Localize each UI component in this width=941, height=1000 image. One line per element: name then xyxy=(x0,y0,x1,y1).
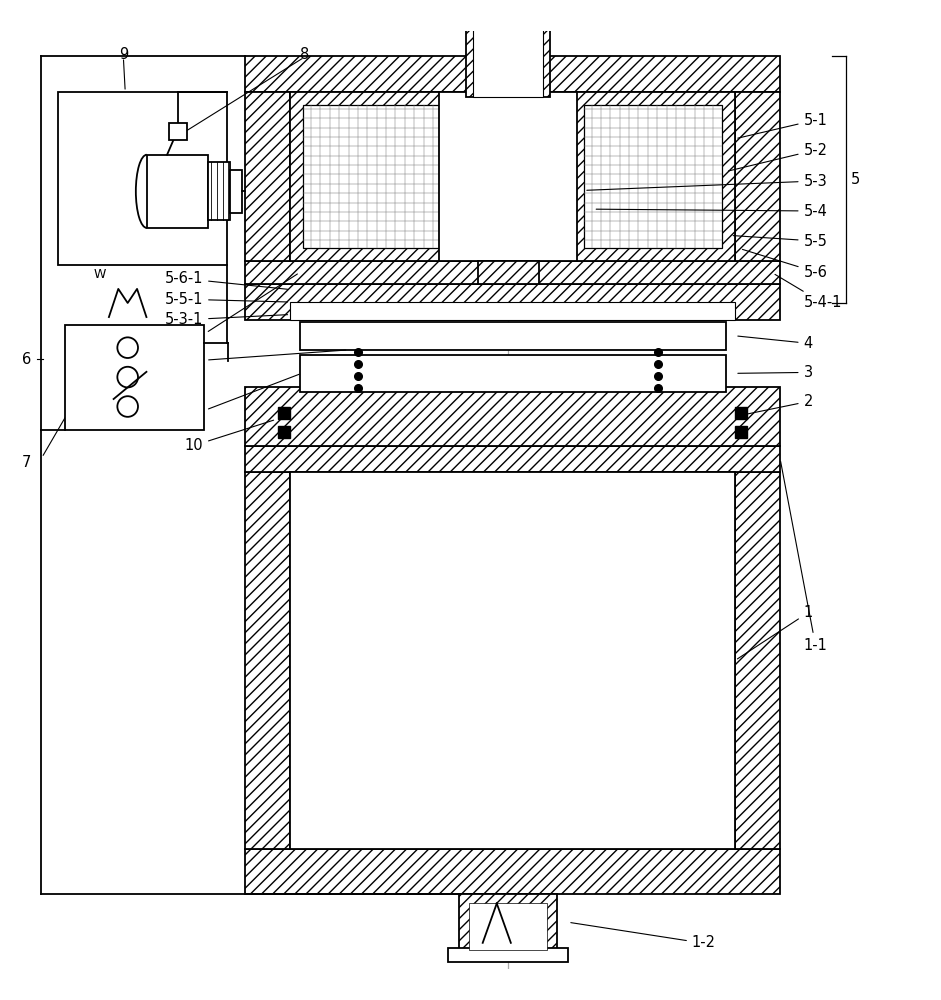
Bar xyxy=(291,472,735,849)
Bar xyxy=(459,894,557,950)
Bar xyxy=(246,56,780,92)
Text: 7: 7 xyxy=(22,455,31,470)
Text: 5-4-1: 5-4-1 xyxy=(775,274,842,310)
Bar xyxy=(469,903,548,950)
Text: 1-3: 1-3 xyxy=(180,274,297,350)
Text: 2-1: 2-1 xyxy=(179,374,299,423)
Bar xyxy=(230,170,242,213)
Bar xyxy=(147,155,208,228)
Bar xyxy=(246,92,291,261)
Text: 5: 5 xyxy=(851,172,860,187)
Text: 5-6: 5-6 xyxy=(742,249,827,280)
Bar xyxy=(57,92,227,265)
Text: 4-1: 4-1 xyxy=(179,350,345,369)
Bar xyxy=(246,446,780,472)
Bar xyxy=(473,19,543,97)
Bar xyxy=(65,325,204,430)
Text: 1-2: 1-2 xyxy=(691,935,715,950)
Bar xyxy=(534,233,571,261)
Text: 5-1: 5-1 xyxy=(738,113,827,138)
Text: 5-2: 5-2 xyxy=(728,143,827,171)
Bar xyxy=(246,849,780,894)
Bar xyxy=(466,19,550,97)
Bar xyxy=(169,123,187,140)
Text: 5-5-1: 5-5-1 xyxy=(165,292,288,307)
Bar xyxy=(735,472,780,849)
Text: 10: 10 xyxy=(184,420,274,453)
Text: 2: 2 xyxy=(738,394,813,416)
Bar xyxy=(291,302,735,320)
Bar xyxy=(477,261,538,284)
Bar xyxy=(300,355,726,392)
Bar xyxy=(455,233,492,261)
Text: 5-4: 5-4 xyxy=(597,204,827,219)
Bar xyxy=(735,92,780,261)
Text: 9: 9 xyxy=(119,47,128,62)
Bar xyxy=(246,387,780,446)
Text: 4: 4 xyxy=(738,336,813,351)
Bar xyxy=(304,105,441,248)
Text: 6: 6 xyxy=(22,352,31,367)
Bar xyxy=(300,322,726,350)
Text: 8: 8 xyxy=(300,47,309,62)
Text: 5-3-1: 5-3-1 xyxy=(165,312,288,327)
Text: 3: 3 xyxy=(738,365,813,380)
Bar xyxy=(279,426,291,438)
Bar xyxy=(246,261,780,284)
Bar xyxy=(448,948,568,962)
Text: 1-1: 1-1 xyxy=(781,461,827,653)
Bar xyxy=(571,92,735,261)
Text: 5-3: 5-3 xyxy=(587,174,827,190)
Bar xyxy=(439,92,578,261)
Text: 5-6-1: 5-6-1 xyxy=(165,271,288,289)
Text: 1: 1 xyxy=(738,605,813,659)
Bar xyxy=(208,162,230,220)
Text: 5-5: 5-5 xyxy=(733,234,827,249)
Bar xyxy=(291,92,455,261)
Bar xyxy=(279,407,291,419)
Bar xyxy=(246,472,291,849)
Text: W: W xyxy=(93,268,105,281)
Bar xyxy=(735,407,747,419)
Bar xyxy=(735,426,747,438)
Bar xyxy=(246,284,780,320)
Bar xyxy=(584,105,722,248)
